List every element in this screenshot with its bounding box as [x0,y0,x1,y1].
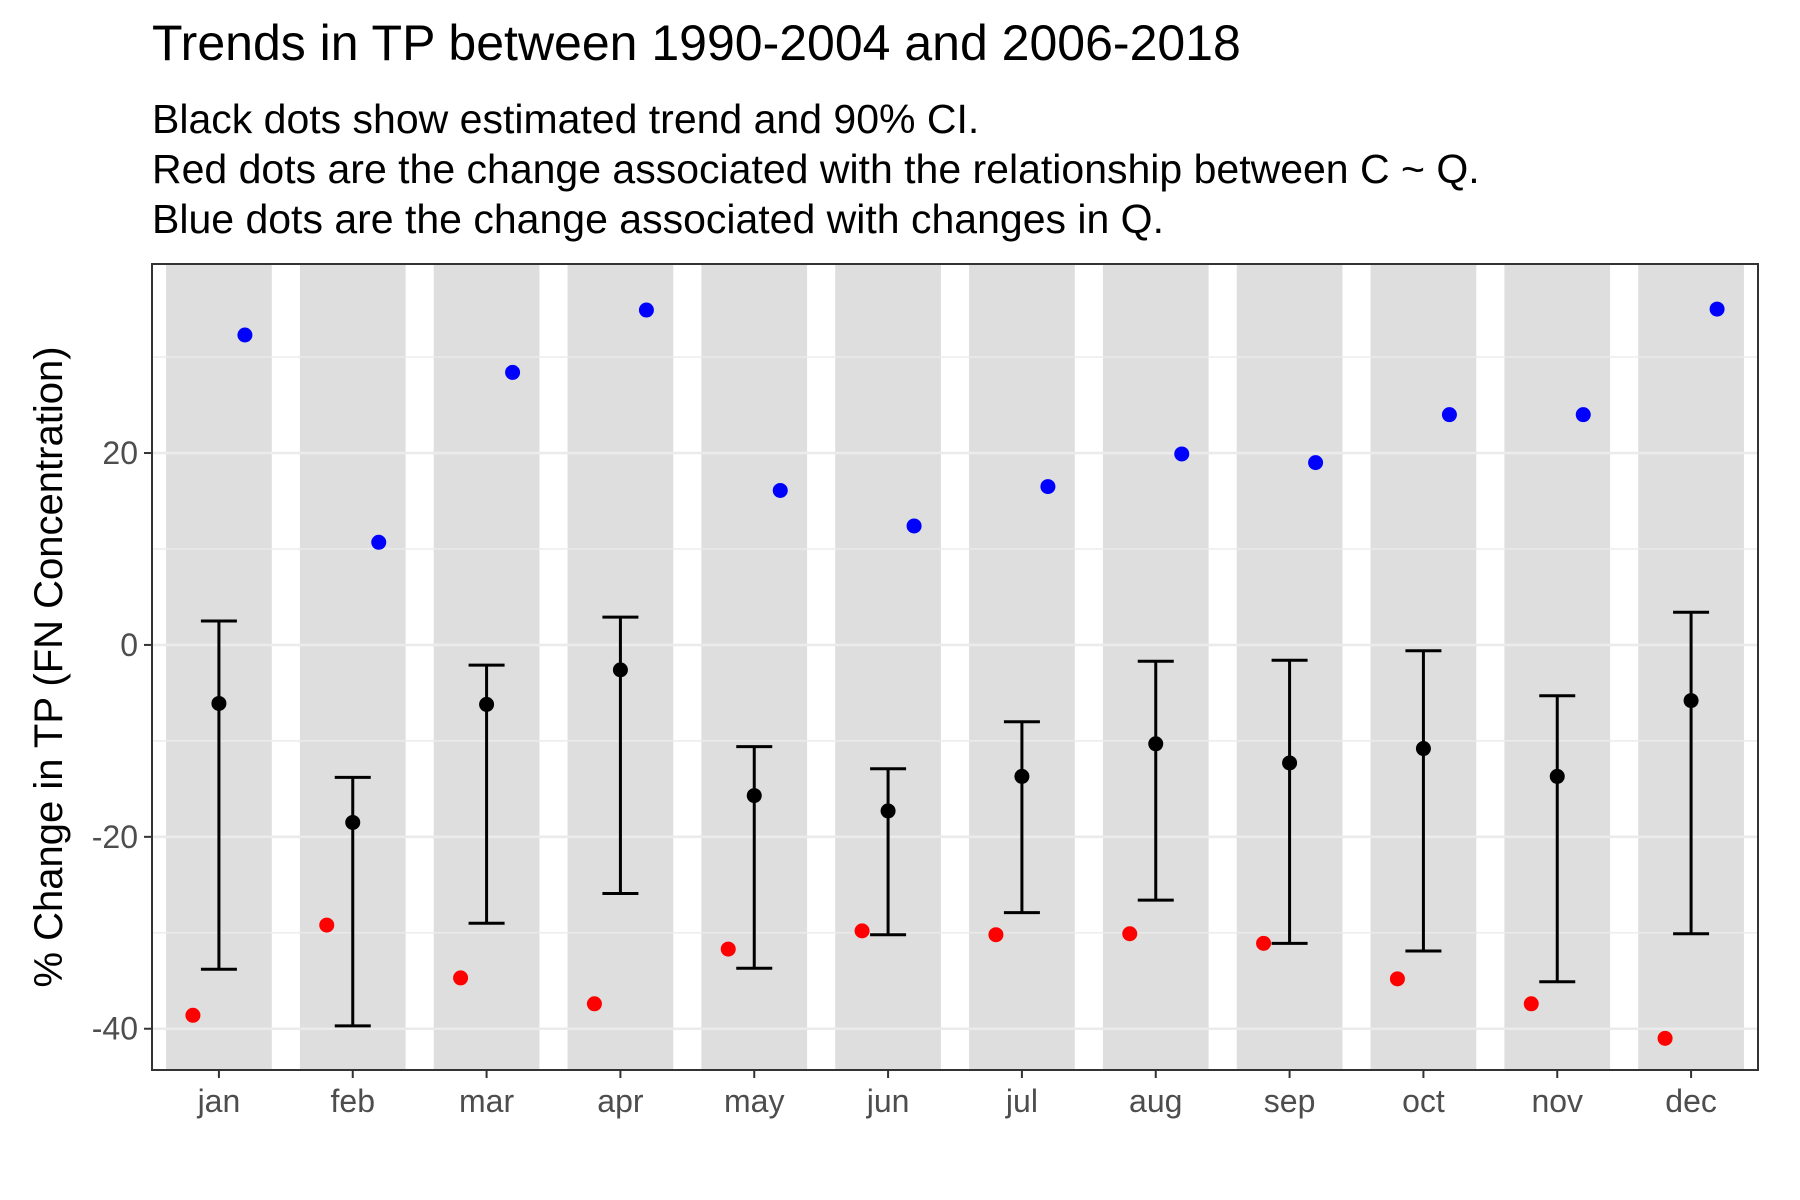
x-tick-label-apr: apr [597,1083,644,1119]
x-tick-label-sep: sep [1264,1083,1316,1119]
y-tick-labels: 20 0 -20 -40 [92,435,138,1047]
q-point-oct [1441,407,1457,423]
cq-point-dec [1657,1030,1673,1046]
x-tick-label-dec: dec [1665,1083,1717,1119]
trend-point-sep [1282,755,1298,771]
chart-subtitle-line-2: Red dots are the change associated with … [152,146,1480,192]
trend-point-apr [612,662,628,678]
trend-point-jul [1014,768,1030,784]
q-point-jan [237,327,253,343]
cq-point-aug [1122,926,1138,942]
q-point-mar [505,364,521,380]
cq-point-mar [453,970,469,986]
cq-point-jun [854,923,870,939]
trend-point-feb [345,814,361,830]
x-tick-label-may: may [724,1083,784,1119]
trend-point-may [746,788,762,804]
q-point-aug [1174,446,1190,462]
cq-point-jul [988,927,1004,943]
q-point-may [772,482,788,498]
trend-point-jun [880,803,896,819]
y-tick-label: -20 [92,819,138,855]
cq-point-apr [586,996,602,1012]
trend-point-oct [1415,741,1431,757]
x-tick-labels: jan feb mar apr may jun jul aug sep oct nov dec [197,1083,1717,1119]
q-point-feb [371,534,387,550]
trend-point-aug [1148,736,1164,752]
panel-border [151,263,1759,1071]
x-tick-label-oct: oct [1402,1083,1445,1119]
q-point-jun [906,518,922,534]
month-band-jul [969,264,1075,1070]
q-point-dec [1709,301,1725,317]
trend-point-mar [479,696,495,712]
cq-point-jan [185,1007,201,1023]
y-axis-label: % Change in TP (FN Concentration) [27,346,71,987]
trend-point-nov [1549,768,1565,784]
gridlines [152,356,1758,1031]
x-tick-label-jun: jun [866,1083,910,1119]
cq-point-may [720,941,736,957]
cq-point-oct [1389,971,1405,987]
chart-subtitle-line-1: Black dots show estimated trend and 90% … [152,96,980,142]
cq-point-feb [319,917,335,933]
x-tick-label-jul: jul [1005,1083,1038,1119]
chart-subtitle-line-3: Blue dots are the change associated with… [152,196,1164,242]
chart-title: Trends in TP between 1990-2004 and 2006-… [152,15,1241,71]
trend-point-dec [1683,693,1699,709]
ci-errorbars [200,610,1710,1028]
x-tick-label-feb: feb [331,1083,375,1119]
y-tick-label: -40 [92,1011,138,1047]
x-tick-label-aug: aug [1129,1083,1182,1119]
month-bands [166,264,1744,1070]
q-point-jul [1040,479,1056,495]
q-point-sep [1308,455,1324,471]
y-tick-label: 20 [102,435,138,471]
month-band-jun [835,264,941,1070]
x-tick-label-jan: jan [197,1083,241,1119]
y-tick-label: 0 [120,627,138,663]
cq-point-nov [1523,996,1539,1012]
x-tick-label-nov: nov [1531,1083,1583,1119]
trend-point-jan [211,695,227,711]
q-point-nov [1575,407,1591,423]
q-point-apr [638,302,654,318]
cq-point-sep [1256,935,1272,951]
axis-ticks [144,452,1693,1078]
x-tick-label-mar: mar [459,1083,514,1119]
data-points [185,301,1725,1046]
